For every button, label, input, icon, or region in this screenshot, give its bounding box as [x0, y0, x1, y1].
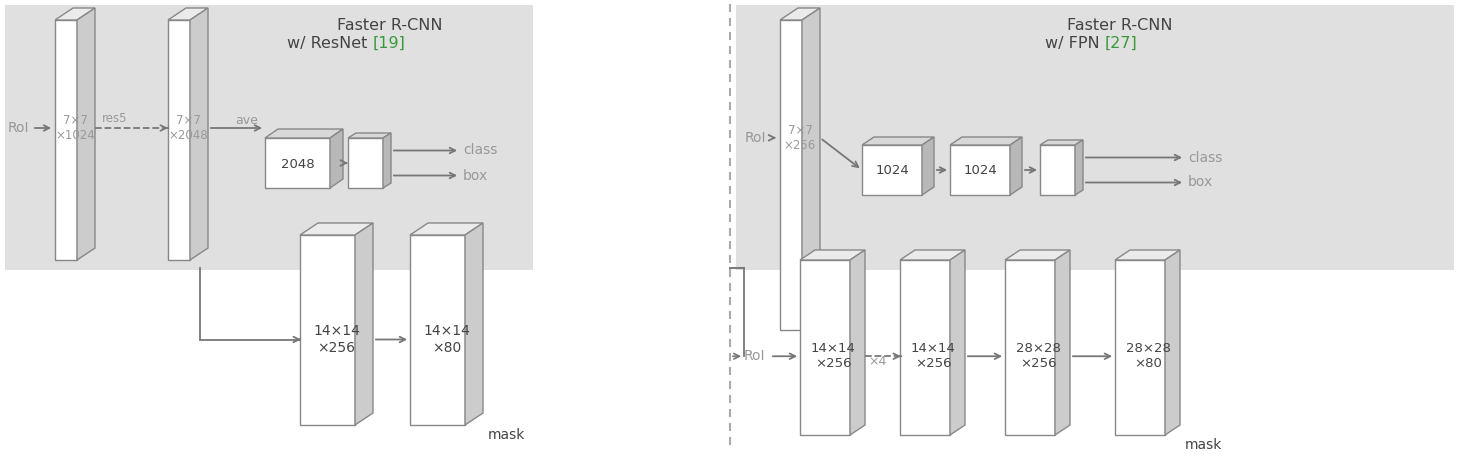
Text: box: box — [463, 169, 489, 182]
Polygon shape — [349, 138, 384, 188]
Polygon shape — [355, 223, 374, 425]
Text: 2048: 2048 — [280, 158, 314, 170]
Polygon shape — [301, 223, 374, 235]
Polygon shape — [1164, 250, 1180, 435]
Text: 7×7
×1024: 7×7 ×1024 — [55, 114, 95, 142]
Polygon shape — [1075, 140, 1083, 195]
Polygon shape — [1115, 250, 1180, 260]
Polygon shape — [77, 8, 95, 260]
Polygon shape — [410, 223, 483, 235]
Polygon shape — [266, 129, 343, 138]
Text: 28×28
×256: 28×28 ×256 — [1015, 342, 1061, 370]
Text: 14×14
×256: 14×14 ×256 — [910, 342, 956, 370]
Polygon shape — [410, 235, 465, 425]
Polygon shape — [1010, 137, 1021, 195]
Polygon shape — [349, 133, 391, 138]
Text: 1024: 1024 — [963, 165, 996, 177]
Polygon shape — [190, 8, 209, 260]
Text: w/ FPN: w/ FPN — [1045, 36, 1104, 51]
Text: mask: mask — [1185, 438, 1223, 452]
Text: RoI: RoI — [744, 349, 766, 363]
Polygon shape — [168, 8, 209, 20]
Polygon shape — [55, 20, 77, 260]
Text: Faster R-CNN: Faster R-CNN — [1067, 18, 1173, 33]
Text: 14×14
×256: 14×14 ×256 — [314, 324, 360, 355]
Text: class: class — [463, 143, 498, 158]
Polygon shape — [1005, 260, 1055, 435]
Text: ave: ave — [235, 113, 258, 127]
Polygon shape — [800, 250, 865, 260]
Text: res5: res5 — [102, 112, 128, 124]
Polygon shape — [1040, 145, 1075, 195]
Text: RoI: RoI — [7, 121, 29, 135]
Polygon shape — [900, 250, 964, 260]
Text: box: box — [1188, 175, 1214, 190]
Text: RoI: RoI — [746, 131, 766, 145]
Polygon shape — [862, 145, 922, 195]
Text: Faster R-CNN: Faster R-CNN — [337, 18, 442, 33]
Polygon shape — [802, 8, 820, 330]
Polygon shape — [800, 260, 851, 435]
Text: [19]: [19] — [374, 36, 406, 51]
Polygon shape — [950, 145, 1010, 195]
Text: 1024: 1024 — [875, 165, 909, 177]
Polygon shape — [781, 8, 820, 20]
Text: 14×14
×80: 14×14 ×80 — [423, 324, 470, 355]
Polygon shape — [922, 137, 934, 195]
Text: 7×7
×256: 7×7 ×256 — [783, 124, 816, 152]
Text: class: class — [1188, 150, 1223, 165]
Polygon shape — [950, 137, 1021, 145]
Bar — [4, 5, 533, 270]
Polygon shape — [266, 138, 330, 188]
Text: 28×28
×80: 28×28 ×80 — [1125, 342, 1170, 370]
Polygon shape — [168, 20, 190, 260]
Text: w/ ResNet: w/ ResNet — [287, 36, 374, 51]
Polygon shape — [384, 133, 391, 188]
Polygon shape — [330, 129, 343, 188]
Polygon shape — [301, 235, 355, 425]
Polygon shape — [851, 250, 865, 435]
Polygon shape — [465, 223, 483, 425]
Polygon shape — [862, 137, 934, 145]
Text: [27]: [27] — [1104, 36, 1138, 51]
Text: mask: mask — [487, 428, 525, 442]
Polygon shape — [1005, 250, 1069, 260]
Polygon shape — [1115, 260, 1164, 435]
Polygon shape — [900, 260, 950, 435]
Polygon shape — [1040, 140, 1083, 145]
Polygon shape — [1055, 250, 1069, 435]
Polygon shape — [55, 8, 95, 20]
Polygon shape — [781, 20, 802, 330]
Bar — [735, 5, 1455, 270]
Text: 7×7
×2048: 7×7 ×2048 — [168, 114, 207, 142]
Text: 14×14
×256: 14×14 ×256 — [811, 342, 855, 370]
Polygon shape — [950, 250, 964, 435]
Text: ×4: ×4 — [868, 355, 887, 368]
